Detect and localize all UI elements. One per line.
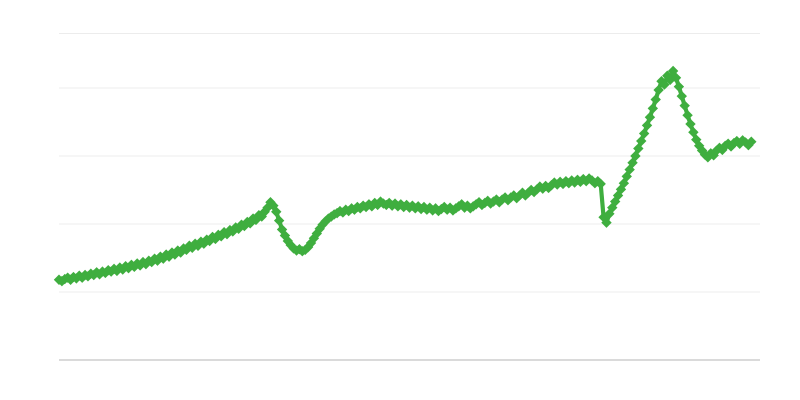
- data-point-marker: [65, 274, 76, 285]
- data-point-marker: [395, 199, 407, 210]
- data-point-marker: [682, 110, 693, 121]
- data-point-marker: [638, 128, 650, 139]
- data-point-marker: [609, 196, 621, 207]
- data-point-marker: [279, 230, 291, 241]
- data-point-marker: [592, 175, 603, 187]
- data-point-marker: [543, 182, 554, 194]
- data-point-marker: [158, 253, 169, 264]
- data-point-marker: [679, 100, 690, 111]
- data-point-marker: [685, 118, 696, 130]
- data-point-marker: [612, 190, 624, 201]
- data-point-marker: [546, 180, 557, 191]
- data-point-marker: [282, 235, 294, 247]
- data-point-marker: [676, 90, 687, 102]
- data-point-marker: [667, 65, 679, 77]
- data-point-marker: [595, 178, 606, 190]
- data-point-marker: [659, 79, 670, 90]
- data-point-marker: [731, 135, 743, 147]
- data-point-marker: [627, 157, 638, 168]
- data-point-marker: [644, 112, 656, 123]
- data-point-marker: [662, 70, 673, 81]
- data-point-marker: [641, 120, 653, 131]
- data-point-marker: [511, 192, 522, 204]
- data-point-marker: [508, 190, 519, 201]
- data-point-marker: [514, 190, 525, 201]
- data-point-marker: [670, 72, 682, 83]
- series-group: [53, 65, 757, 287]
- data-point-marker: [734, 138, 745, 149]
- data-point-marker: [653, 84, 664, 96]
- data-point-marker: [647, 103, 659, 114]
- data-point-marker: [563, 178, 575, 189]
- data-point-marker: [531, 184, 543, 195]
- data-point-marker: [746, 136, 757, 147]
- data-point-marker: [360, 201, 372, 213]
- data-point-marker: [598, 212, 609, 223]
- data-point-marker: [673, 81, 685, 92]
- data-point-marker: [273, 215, 285, 226]
- data-point-marker: [320, 216, 331, 227]
- data-point-marker: [693, 140, 705, 151]
- data-point-marker: [743, 139, 754, 151]
- data-point-marker: [552, 179, 563, 190]
- data-point-marker: [300, 244, 311, 256]
- data-point-marker: [601, 217, 612, 228]
- data-point-marker: [349, 204, 360, 215]
- data-point-marker: [581, 175, 592, 187]
- data-point-marker: [696, 145, 708, 156]
- data-point-marker: [711, 145, 722, 156]
- series-1: [53, 65, 757, 287]
- data-point-marker: [630, 150, 641, 162]
- data-point-marker: [575, 176, 586, 188]
- data-point-marker: [271, 206, 282, 217]
- data-point-marker: [276, 224, 288, 235]
- gridlines: [59, 33, 760, 293]
- data-point-marker: [665, 74, 676, 86]
- data-point-marker: [517, 187, 528, 198]
- data-point-marker: [528, 186, 540, 198]
- data-point-marker: [76, 272, 88, 283]
- data-point-marker: [650, 94, 661, 105]
